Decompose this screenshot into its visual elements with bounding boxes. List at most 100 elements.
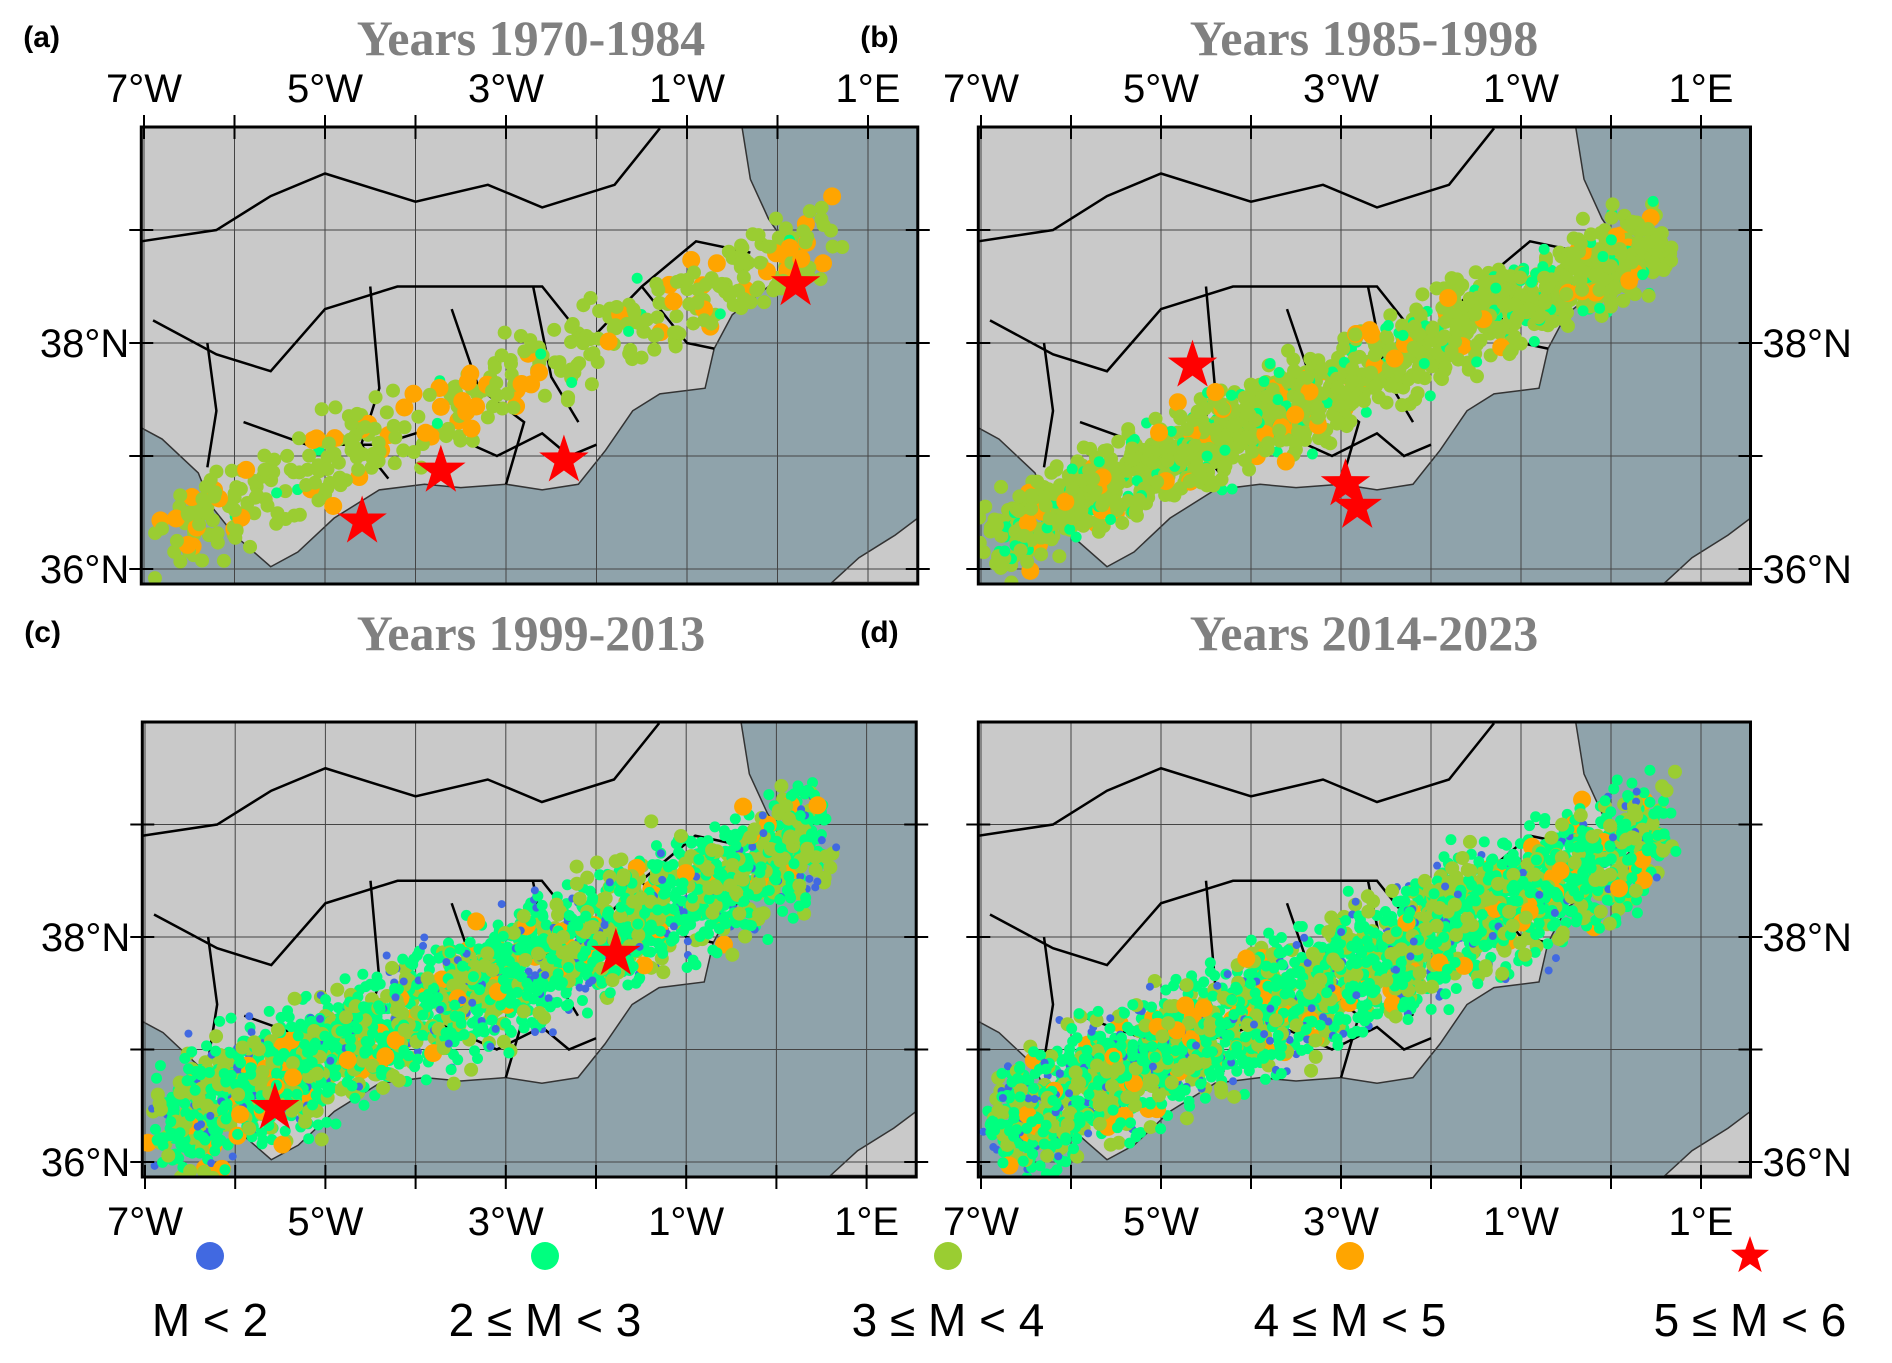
earthquake-dot bbox=[994, 559, 1009, 574]
earthquake-dot bbox=[602, 869, 617, 884]
map-panel-a: 7°W 5°W 3°W 1°W 1°E38°N36°N(a) Years 1970-198… bbox=[23, 10, 930, 592]
earthquake-dot bbox=[725, 857, 740, 872]
earthquake-dot bbox=[179, 1052, 191, 1064]
earthquake-dot bbox=[523, 983, 535, 995]
earthquake-dot bbox=[1537, 295, 1552, 310]
earthquake-dot bbox=[386, 418, 401, 433]
earthquake-dot bbox=[563, 998, 575, 1010]
earthquake-dot bbox=[1625, 214, 1640, 229]
earthquake-dot bbox=[1310, 400, 1325, 415]
earthquake-dot bbox=[311, 493, 326, 508]
earthquake-dot bbox=[1086, 472, 1101, 487]
earthquake-dot bbox=[231, 1087, 246, 1102]
earthquake-dot bbox=[762, 933, 774, 945]
earthquake-dot bbox=[445, 1064, 457, 1076]
lat-tick-label: 36°N bbox=[1763, 548, 1852, 592]
earthquake-dot bbox=[497, 325, 512, 340]
earthquake-dot bbox=[586, 346, 601, 361]
earthquake-dot bbox=[686, 892, 698, 904]
earthquake-dot bbox=[1239, 430, 1254, 445]
earthquake-dot bbox=[1559, 271, 1574, 286]
earthquake-dot bbox=[808, 796, 827, 815]
earthquake-dot bbox=[338, 1051, 357, 1070]
earthquake-dot bbox=[808, 862, 823, 877]
earthquake-dot bbox=[197, 1184, 208, 1195]
earthquake-dot bbox=[774, 842, 786, 854]
earthquake-dot bbox=[656, 849, 665, 858]
earthquake-dot bbox=[1034, 547, 1049, 562]
earthquake-dot bbox=[335, 1025, 347, 1037]
earthquake-dot bbox=[1596, 272, 1611, 287]
earthquake-dot bbox=[245, 1012, 254, 1021]
earthquake-dot bbox=[584, 377, 599, 392]
map-panel-b: 7°W 5°W 3°W 1°W 1°E38°N36°N(b) Years 1985-199… bbox=[860, 10, 1852, 592]
earthquake-dot bbox=[320, 994, 332, 1006]
earthquake-dot bbox=[455, 1017, 467, 1029]
earthquake-dot bbox=[576, 336, 591, 351]
earthquake-dot bbox=[287, 991, 302, 1006]
earthquake-dot bbox=[486, 1014, 498, 1026]
earthquake-dot bbox=[227, 486, 242, 501]
earthquake-dot bbox=[729, 885, 744, 900]
earthquake-dot bbox=[725, 947, 740, 962]
earthquake-dot bbox=[235, 1057, 247, 1069]
earthquake-dot bbox=[698, 277, 713, 292]
earthquake-dot bbox=[548, 1028, 557, 1037]
earthquake-dot bbox=[1218, 458, 1233, 473]
earthquake-dot bbox=[572, 920, 584, 932]
earthquake-dot bbox=[650, 862, 662, 874]
earthquake-dot bbox=[280, 448, 295, 463]
earthquake-dot bbox=[1544, 966, 1553, 975]
earthquake-dot bbox=[514, 942, 526, 954]
earthquake-dot bbox=[560, 987, 572, 999]
earthquake-dot bbox=[1603, 259, 1618, 274]
earthquake-dot bbox=[359, 1045, 371, 1057]
earthquake-dot bbox=[352, 1011, 364, 1023]
earthquake-dot bbox=[755, 861, 767, 873]
earthquake-dot bbox=[1425, 322, 1440, 337]
lat-tick-label: 36°N bbox=[41, 1141, 130, 1185]
earthquake-dot bbox=[994, 528, 1009, 543]
map-frame bbox=[976, 125, 1752, 586]
earthquake-dot bbox=[1460, 355, 1475, 370]
earthquake-dot bbox=[570, 358, 585, 373]
earthquake-dot bbox=[798, 235, 813, 250]
earthquake-dot bbox=[546, 932, 561, 947]
earthquake-dot bbox=[780, 238, 799, 257]
earthquake-dot bbox=[1225, 389, 1237, 401]
earthquake-dot bbox=[707, 254, 726, 273]
earthquake-dot bbox=[1237, 390, 1252, 405]
earthquake-dot bbox=[1352, 349, 1367, 364]
earthquake-dot bbox=[1605, 241, 1620, 256]
earthquake-star bbox=[1332, 480, 1382, 528]
earthquake-dot bbox=[652, 937, 664, 949]
earthquake-dot bbox=[503, 356, 518, 371]
earthquake-dot bbox=[1413, 308, 1428, 323]
region-border bbox=[978, 127, 1495, 243]
earthquake-dot bbox=[651, 282, 666, 297]
earthquake-dot bbox=[205, 513, 220, 528]
lon-tick-label: 1°E bbox=[834, 1200, 899, 1244]
earthquake-dot bbox=[169, 533, 184, 548]
earthquake-dot bbox=[1357, 394, 1372, 409]
earthquake-dot bbox=[201, 1040, 213, 1052]
earthquake-dot bbox=[1513, 270, 1528, 285]
earthquake-dot bbox=[713, 865, 725, 877]
earthquake-dot bbox=[524, 967, 533, 976]
earthquake-dot bbox=[1344, 374, 1359, 389]
earthquake-dot bbox=[600, 920, 609, 929]
earthquake-dot bbox=[781, 811, 796, 826]
earthquake-dot bbox=[1510, 309, 1525, 324]
earthquake-dot bbox=[1179, 1111, 1194, 1126]
earthquake-dot bbox=[235, 1040, 250, 1055]
earthquake-dot bbox=[320, 462, 335, 477]
earthquake-dot bbox=[1121, 493, 1136, 508]
earthquake-dot bbox=[321, 1116, 333, 1128]
earthquake-dot bbox=[1605, 234, 1617, 246]
earthquake-dot bbox=[485, 963, 500, 978]
earthquake-dot bbox=[1641, 222, 1656, 237]
earthquake-dot bbox=[814, 200, 829, 215]
earthquake-dot bbox=[1573, 273, 1588, 288]
earthquake-dot bbox=[813, 272, 828, 287]
earthquake-dot bbox=[518, 1022, 530, 1034]
